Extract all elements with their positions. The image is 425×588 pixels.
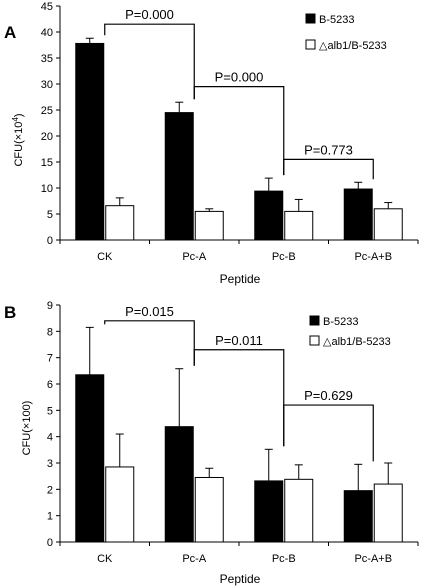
y-tick-label: 30 bbox=[41, 79, 53, 91]
y-axis-title-main: CFU(×100) bbox=[21, 401, 33, 456]
y-tick-label: 1 bbox=[47, 511, 53, 523]
y-tick-label: 35 bbox=[41, 53, 53, 65]
significance-label: P=0.629 bbox=[304, 388, 353, 403]
legend-swatch-alb1 bbox=[309, 335, 320, 346]
bar bbox=[254, 190, 284, 241]
x-tick-label: Pc-B bbox=[272, 251, 296, 263]
significance-bracket bbox=[193, 349, 285, 447]
significance-label: P=0.000 bbox=[215, 70, 264, 85]
legend-swatch-b5233 bbox=[309, 315, 320, 326]
significance-bracket bbox=[104, 23, 195, 100]
y-tick-label: 8 bbox=[47, 326, 53, 338]
y-axis-title: CFU(×100) bbox=[21, 401, 33, 456]
y-axis-title-close: ) bbox=[13, 113, 25, 117]
bar bbox=[284, 478, 314, 543]
bar bbox=[284, 210, 314, 241]
significance-bracket bbox=[104, 320, 195, 366]
significance-label: P=0.773 bbox=[304, 142, 353, 157]
bar bbox=[343, 188, 373, 241]
y-tick-label: 40 bbox=[41, 27, 53, 39]
x-tick-label: Pc-A+B bbox=[354, 251, 392, 263]
y-tick-label: 45 bbox=[41, 1, 53, 13]
y-tick-label: 0 bbox=[47, 537, 53, 549]
x-tick-label: Pc-A bbox=[182, 553, 207, 565]
legend-label-alb1: △alb1/B-5233 bbox=[323, 336, 391, 348]
y-tick-label: 0 bbox=[47, 235, 53, 247]
bar bbox=[164, 112, 194, 241]
x-tick-label: Pc-A+B bbox=[354, 553, 392, 565]
y-tick-label: 5 bbox=[47, 209, 53, 221]
legend-swatch-b5233 bbox=[305, 13, 316, 24]
legend-swatch-alb1 bbox=[305, 39, 316, 50]
y-axis-title-main: CFU(×10 bbox=[13, 122, 25, 167]
y-tick-label: 7 bbox=[47, 353, 53, 365]
x-tick-label: CK bbox=[97, 251, 113, 263]
significance-label: P=0.015 bbox=[125, 304, 174, 319]
y-axis-title: CFU(×104) bbox=[11, 113, 25, 166]
panel-b: B CFU(×100) Peptide B-5233 △alb1/B-5233 … bbox=[4, 300, 419, 586]
legend: B-5233 △alb1/B-5233 bbox=[305, 13, 387, 52]
legend-label-b5233: B-5233 bbox=[323, 316, 358, 328]
y-tick-label: 20 bbox=[41, 131, 53, 143]
x-axis-title: Peptide bbox=[220, 272, 261, 286]
legend-label-alb1: △alb1/B-5233 bbox=[319, 40, 387, 52]
significance-bracket bbox=[193, 85, 285, 176]
legend-label-b5233: B-5233 bbox=[319, 14, 354, 26]
y-tick-label: 9 bbox=[47, 300, 53, 312]
bar bbox=[105, 205, 135, 241]
legend: B-5233 △alb1/B-5233 bbox=[309, 315, 391, 348]
x-tick-label: Pc-A bbox=[182, 251, 207, 263]
panel-a: A CFU(×104) Peptide B-5233 △alb1/B-5233 … bbox=[4, 1, 419, 286]
y-tick-label: 3 bbox=[47, 458, 53, 470]
significance-label: P=0.000 bbox=[125, 7, 174, 22]
bar bbox=[254, 480, 284, 543]
significance-label: P=0.011 bbox=[215, 333, 263, 348]
y-tick-label: 10 bbox=[41, 183, 53, 195]
y-tick-label: 2 bbox=[47, 484, 53, 496]
panel-label: A bbox=[4, 23, 16, 42]
significance-bracket bbox=[283, 158, 374, 180]
bar bbox=[164, 426, 194, 543]
bar bbox=[75, 374, 105, 543]
y-tick-label: 15 bbox=[41, 157, 53, 169]
y-tick-label: 25 bbox=[41, 105, 53, 117]
y-tick-label: 4 bbox=[47, 432, 53, 444]
y-tick-label: 6 bbox=[47, 379, 53, 391]
significance-bracket bbox=[283, 404, 374, 462]
bar bbox=[194, 210, 224, 241]
x-axis-title: Peptide bbox=[220, 572, 261, 586]
bar bbox=[373, 208, 403, 241]
bar bbox=[105, 466, 135, 543]
bar bbox=[75, 42, 105, 241]
y-axis-title-sup: 4 bbox=[11, 117, 20, 122]
y-tick-label: 5 bbox=[47, 405, 53, 417]
x-tick-label: Pc-B bbox=[272, 553, 296, 565]
x-tick-label: CK bbox=[97, 553, 113, 565]
panel-label: B bbox=[4, 303, 16, 322]
bar bbox=[194, 476, 224, 543]
bar bbox=[343, 490, 373, 543]
bar bbox=[373, 483, 403, 543]
